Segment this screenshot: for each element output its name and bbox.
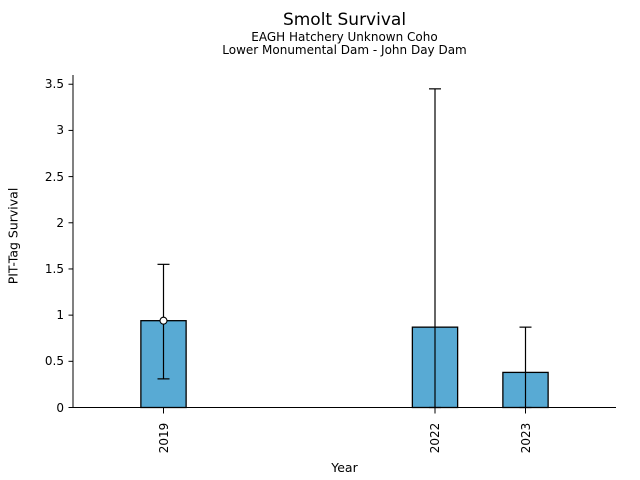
- chart-title: Smolt Survival: [282, 10, 407, 30]
- y-tick-label-1: 1: [56, 308, 64, 323]
- chart-subtitle-reach: Lower Monumental Dam - John Day Dam: [222, 43, 467, 57]
- y-tick-label-3: 3: [56, 123, 64, 138]
- chart-subtitle-stock: EAGH Hatchery Unknown Coho: [251, 30, 438, 44]
- y-tick-label-2.5: 2.5: [44, 169, 64, 184]
- y-tick-label-2: 2: [56, 215, 64, 230]
- y-tick-label-0: 0: [56, 400, 64, 415]
- y-tick-label-3.5: 3.5: [44, 77, 64, 92]
- y-tick-label-0.5: 0.5: [44, 354, 64, 369]
- y-tick-label-1.5: 1.5: [44, 261, 64, 276]
- x-tick-label-2023: 2023: [518, 422, 533, 454]
- point-marker-2019: [159, 316, 168, 325]
- x-tick-label-2019: 2019: [156, 422, 171, 454]
- x-tick-label-2022: 2022: [428, 422, 442, 454]
- x-axis-label: Year: [331, 460, 358, 475]
